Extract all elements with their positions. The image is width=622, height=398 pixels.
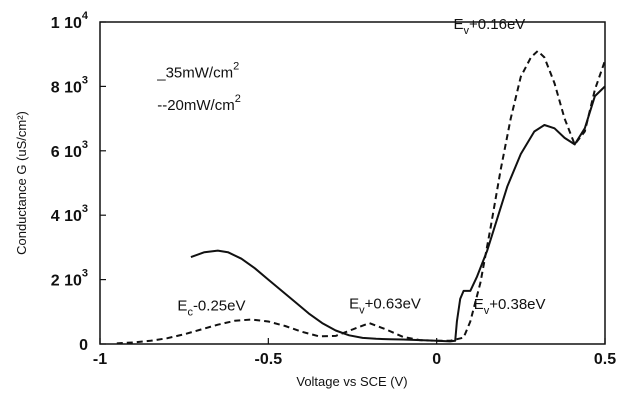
ticks: -1 -0.5 0 0.5 0 2 103 4 103 6 103 8 103 1 104 [51,10,616,368]
y-tick-label-3: 6 103 [51,139,88,161]
series-layer [116,50,606,345]
x-axis-label: Voltage vs SCE (V) [296,374,407,389]
y-tick-label-2: 4 103 [51,203,88,225]
y-tick-label-5: 1 104 [51,10,89,32]
annotation-1: Ec-0.25eV [177,298,245,319]
series-line-solid [190,85,606,343]
x-tick-label-3: 0.5 [594,351,616,368]
legend: _35mW/cm2 --20mW/cm2 [156,60,241,114]
y-tick-label-4: 8 103 [51,74,88,96]
annotations: Ev+0.16eV Ec-0.25eV Ev+0.63eV Ev+0.38eV [177,16,545,318]
legend-item-1: --20mW/cm2 [157,93,241,114]
y-tick-label-0: 0 [79,337,88,354]
annotation-3: Ev+0.38eV [474,296,546,317]
series-line-dashed [116,50,606,345]
plot-frame [99,21,606,345]
y-axis-label: Conductance G (uS/cm²) [14,111,29,255]
annotation-0: Ev+0.16eV [454,16,526,37]
y-tick-label-1: 2 103 [51,268,88,290]
annotation-2: Ev+0.63eV [349,296,421,317]
x-tick-label-0: -1 [93,351,107,368]
legend-item-0: _35mW/cm2 [156,60,239,81]
x-tick-label-2: 0 [432,351,441,368]
x-tick-label-1: -0.5 [255,351,283,368]
